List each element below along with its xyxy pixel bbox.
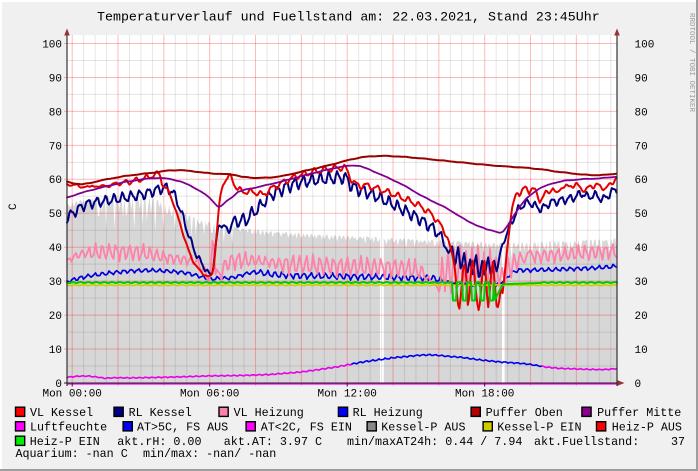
- svg-text:Mon 00:00: Mon 00:00: [42, 389, 101, 401]
- svg-text:Temperaturverlauf und Fuellsta: Temperaturverlauf und Fuellstand am: 22.…: [97, 10, 600, 25]
- svg-text:10: 10: [635, 345, 648, 357]
- svg-text:20: 20: [49, 311, 62, 323]
- svg-text:Heiz-P EIN: Heiz-P EIN: [30, 435, 100, 449]
- svg-text:40: 40: [635, 243, 648, 255]
- svg-text:VL Kessel: VL Kessel: [30, 406, 93, 420]
- svg-text:60: 60: [635, 175, 648, 187]
- svg-text:Mon 06:00: Mon 06:00: [180, 389, 239, 401]
- svg-text:30: 30: [49, 277, 62, 289]
- svg-text:AT>5C, FS AUS: AT>5C, FS AUS: [137, 421, 228, 435]
- svg-text:min/max: -nan/ -nan: min/max: -nan/ -nan: [143, 447, 276, 461]
- svg-text:Heiz-P AUS: Heiz-P AUS: [612, 421, 682, 435]
- svg-text:akt.rH: 0.00: akt.rH: 0.00: [117, 435, 201, 449]
- svg-text:30: 30: [635, 277, 648, 289]
- svg-text:10: 10: [49, 345, 62, 357]
- svg-text:40: 40: [49, 243, 62, 255]
- svg-text:min/maxAT24h: 0.44 / 7.94: min/maxAT24h: 0.44 / 7.94: [347, 435, 522, 449]
- svg-text:90: 90: [49, 73, 62, 85]
- svg-text:60: 60: [49, 175, 62, 187]
- svg-text:Puffer Oben: Puffer Oben: [486, 406, 563, 420]
- svg-text:100: 100: [42, 39, 62, 51]
- svg-text:37: 37: [671, 435, 685, 449]
- svg-text:VL Heizung: VL Heizung: [234, 406, 304, 420]
- svg-text:Mon 18:00: Mon 18:00: [455, 389, 514, 401]
- svg-text:RRDTOOL / TOBI OETIKER: RRDTOOL / TOBI OETIKER: [687, 13, 695, 113]
- svg-text:C: C: [8, 203, 20, 210]
- svg-text:AT<2C, FS EIN: AT<2C, FS EIN: [261, 421, 352, 435]
- svg-text:Kessel-P EIN: Kessel-P EIN: [497, 421, 581, 435]
- svg-text:Mon 12:00: Mon 12:00: [317, 389, 376, 401]
- svg-text:RL Kessel: RL Kessel: [129, 406, 192, 420]
- svg-text:akt.AT: 3.97 C: akt.AT: 3.97 C: [224, 435, 322, 449]
- svg-text:Aquarium: -nan C: Aquarium: -nan C: [16, 447, 128, 461]
- svg-text:Kessel-P AUS: Kessel-P AUS: [381, 421, 465, 435]
- svg-text:0: 0: [635, 379, 642, 391]
- svg-text:70: 70: [635, 141, 648, 153]
- svg-text:RL Heizung: RL Heizung: [353, 406, 423, 420]
- svg-text:100: 100: [635, 39, 655, 51]
- svg-text:80: 80: [49, 107, 62, 119]
- svg-text:90: 90: [635, 73, 648, 85]
- svg-text:50: 50: [635, 209, 648, 221]
- svg-text:0: 0: [55, 379, 62, 391]
- svg-text:70: 70: [49, 141, 62, 153]
- svg-text:Puffer Mitte: Puffer Mitte: [597, 406, 681, 420]
- svg-text:Luftfeuchte: Luftfeuchte: [30, 421, 107, 435]
- svg-text:akt.Fuellstand:: akt.Fuellstand:: [534, 435, 639, 449]
- svg-text:50: 50: [49, 209, 62, 221]
- svg-text:80: 80: [635, 107, 648, 119]
- svg-text:20: 20: [635, 311, 648, 323]
